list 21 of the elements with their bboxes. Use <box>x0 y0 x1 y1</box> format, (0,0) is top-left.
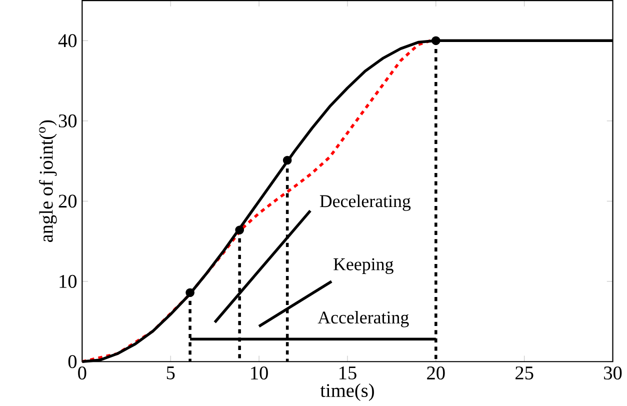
y-axis-title: angle of joint($^{o}$) <box>39 120 57 242</box>
point <box>431 36 440 46</box>
y-tick-label: 40 <box>58 34 77 48</box>
x-tick-label: 15 <box>340 366 356 380</box>
point <box>235 226 244 235</box>
x-tick-label: 0 <box>78 366 86 380</box>
annotation: Accelerating <box>318 311 409 328</box>
y-tick-label: 10 <box>60 275 77 288</box>
x-tick-label: 20 <box>427 366 445 380</box>
x-tick-label: 5 <box>166 366 175 380</box>
point <box>186 288 194 298</box>
y-tick-label: 30 <box>58 114 77 128</box>
y-tick-label: 20 <box>58 194 77 208</box>
y-tick-label: 0 <box>68 355 77 368</box>
annotation: Keeping <box>334 258 394 274</box>
x-axis-title: time(s) <box>320 384 374 402</box>
annotation: Decelerating <box>320 194 411 212</box>
x-tick-label: 10 <box>251 366 268 380</box>
point <box>282 156 292 165</box>
x-tick-label: 30 <box>604 366 622 380</box>
x-tick-label: 25 <box>516 366 534 380</box>
